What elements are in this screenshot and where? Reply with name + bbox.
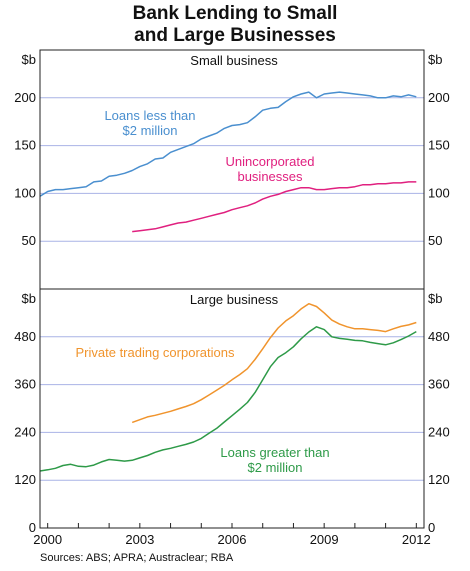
chart-title-line-2: and Large Businesses	[134, 25, 336, 46]
large-business-ytick-left: 0	[29, 520, 36, 535]
large-business-ytick-right: 120	[428, 472, 450, 487]
large-business-unit-right: $b	[428, 291, 442, 306]
small-business-ytick-left: 150	[14, 138, 36, 153]
small-business-ytick-right: 200	[428, 90, 450, 105]
small-business-series-label: Unincorporated	[226, 154, 315, 169]
large-business-frame	[39, 288, 425, 529]
large-business-xtick-label: 2006	[218, 532, 247, 547]
large-business-ytick-right: 360	[428, 377, 450, 392]
large-business-panel: 0 0 120 120 240 240 360 360 480 480 $b $b Large busi…	[14, 288, 450, 547]
small-business-series-loans-less-than-2-million	[39, 91, 417, 197]
large-business-series-loans-greater-than-2-million	[39, 326, 417, 472]
chart-title: Bank Lending to Small and Large Business…	[0, 3, 470, 47]
large-business-xtick-label: 2003	[125, 532, 154, 547]
large-business-ytick-right: 0	[428, 520, 435, 535]
small-business-ytick-right: 150	[428, 138, 450, 153]
small-business-series-label: businesses	[237, 169, 303, 184]
small-business-series-label: $2 million	[123, 123, 178, 138]
large-business-series-label: Loans greater than	[220, 445, 329, 460]
small-business-ytick-right: 50	[428, 233, 442, 248]
small-business-ytick-left: 50	[22, 233, 36, 248]
chart-title-line-1: Bank Lending to Small	[132, 3, 338, 24]
large-business-xtick-label: 2000	[33, 532, 62, 547]
large-business-ytick-left: 120	[14, 472, 36, 487]
large-business-series-label: Private trading corporations	[76, 345, 235, 360]
small-business-panel-title: Small business	[190, 53, 278, 68]
small-business-frame	[39, 49, 425, 290]
source-note: Sources: ABS; APRA; Austraclear; RBA	[40, 552, 234, 564]
small-business-unit-right: $b	[428, 52, 442, 67]
large-business-series-private-trading-corporations	[131, 302, 417, 424]
large-business-ytick-right: 240	[428, 424, 450, 439]
small-business-unit-left: $b	[22, 52, 36, 67]
large-business-ytick-left: 360	[14, 377, 36, 392]
small-business-ytick-left: 100	[14, 185, 36, 200]
large-business-panel-title: Large business	[190, 292, 279, 307]
small-business-series-unincorporated-businesses	[132, 181, 417, 233]
small-business-ytick-left: 200	[14, 90, 36, 105]
large-business-ytick-left: 240	[14, 424, 36, 439]
large-business-series-label: $2 million	[248, 460, 303, 475]
large-business-xtick-label: 2012	[402, 532, 431, 547]
large-business-ytick-left: 480	[14, 329, 36, 344]
large-business-ytick-right: 480	[428, 329, 450, 344]
small-business-series-label: Loans less than	[104, 108, 195, 123]
small-business-panel: 50 50 100 100 150 150 200 200 $b $b Small business…	[14, 49, 450, 290]
large-business-xtick-label: 2009	[310, 532, 339, 547]
small-business-ytick-right: 100	[428, 185, 450, 200]
large-business-unit-left: $b	[22, 291, 36, 306]
